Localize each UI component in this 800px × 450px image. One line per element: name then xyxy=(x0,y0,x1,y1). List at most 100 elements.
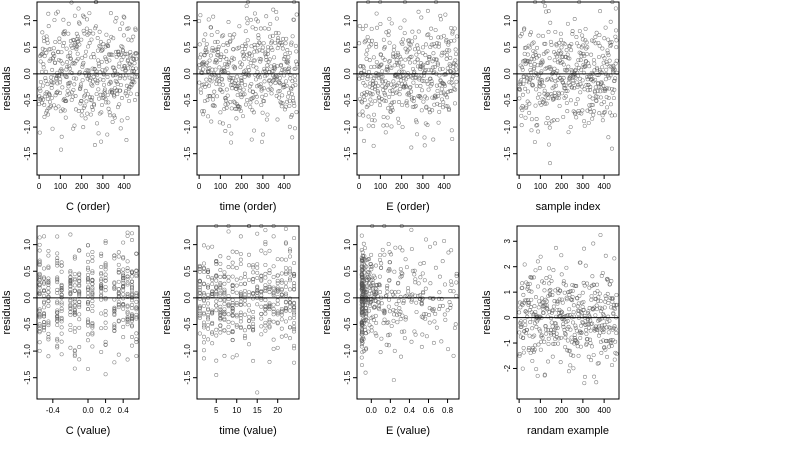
data-point xyxy=(263,289,268,294)
data-point xyxy=(546,142,551,147)
data-point xyxy=(112,360,117,365)
data-point xyxy=(582,123,587,128)
plot-frame xyxy=(196,1,300,176)
data-point xyxy=(42,289,47,294)
data-point xyxy=(197,304,202,309)
data-point xyxy=(538,347,543,352)
data-point xyxy=(584,46,588,51)
data-point xyxy=(446,250,451,255)
data-point xyxy=(256,33,261,38)
data-point xyxy=(453,87,458,92)
data-point xyxy=(517,96,522,101)
data-point xyxy=(453,58,458,63)
data-point xyxy=(224,49,229,54)
y-axis-title: residuals xyxy=(321,290,333,335)
data-point xyxy=(279,62,284,67)
data-point xyxy=(369,26,374,31)
data-point xyxy=(373,98,378,103)
data-point xyxy=(544,77,549,82)
data-point xyxy=(600,323,605,328)
data-point xyxy=(267,57,272,62)
data-point xyxy=(363,246,367,251)
data-point xyxy=(543,9,548,14)
data-point xyxy=(37,276,42,281)
data-point xyxy=(230,305,235,310)
data-point xyxy=(383,85,388,90)
data-point xyxy=(274,9,279,14)
data-point xyxy=(271,264,276,269)
data-point xyxy=(572,283,577,288)
data-point xyxy=(226,319,231,324)
data-point xyxy=(46,290,51,295)
data-point xyxy=(86,299,90,304)
data-point xyxy=(386,241,391,246)
data-point xyxy=(121,256,126,261)
data-point xyxy=(575,41,580,46)
data-point xyxy=(542,280,547,285)
data-point xyxy=(206,301,211,306)
data-point xyxy=(61,30,66,35)
data-point xyxy=(37,348,42,353)
data-point xyxy=(240,62,245,67)
data-point xyxy=(367,308,371,313)
data-point xyxy=(218,268,223,272)
data-point xyxy=(263,311,268,316)
data-point xyxy=(559,272,564,277)
data-point xyxy=(555,326,560,330)
data-point xyxy=(103,272,108,277)
data-point xyxy=(411,96,416,100)
data-point xyxy=(244,43,249,48)
data-point xyxy=(425,123,430,127)
data-point xyxy=(259,86,264,91)
data-point xyxy=(446,347,451,352)
data-point xyxy=(418,84,423,88)
data-point xyxy=(129,312,134,317)
data-point xyxy=(267,359,272,364)
data-point xyxy=(242,56,247,61)
data-point xyxy=(79,113,84,118)
data-point xyxy=(206,285,211,290)
data-point xyxy=(575,97,580,102)
data-point xyxy=(294,49,299,54)
data-point xyxy=(396,298,401,303)
data-point xyxy=(245,98,250,102)
data-point xyxy=(103,278,108,283)
data-point xyxy=(430,65,435,70)
y-tick-label: -1.5 xyxy=(343,370,352,384)
data-point xyxy=(103,339,108,344)
data-point xyxy=(526,347,531,352)
data-point xyxy=(401,63,406,68)
data-point xyxy=(585,281,590,286)
data-point xyxy=(201,348,206,353)
data-point xyxy=(124,51,129,56)
data-point xyxy=(108,11,113,16)
data-point xyxy=(261,86,266,91)
data-point xyxy=(259,332,264,337)
data-point xyxy=(373,263,378,268)
data-point xyxy=(37,307,42,312)
data-point xyxy=(121,255,126,260)
data-point xyxy=(222,309,227,314)
x-tick-label: 300 xyxy=(96,182,110,191)
data-point xyxy=(555,117,560,122)
data-point xyxy=(251,310,256,315)
data-point xyxy=(90,66,95,71)
data-point xyxy=(423,316,428,321)
y-tick-label: -1.0 xyxy=(23,344,32,358)
data-point xyxy=(78,82,83,87)
data-point xyxy=(405,92,410,97)
data-point xyxy=(263,52,268,57)
data-point xyxy=(279,334,284,339)
data-point xyxy=(421,289,426,294)
data-point xyxy=(517,353,522,358)
x-tick-label: 20 xyxy=(273,406,282,415)
data-point xyxy=(359,306,364,311)
data-point xyxy=(366,114,371,119)
data-point xyxy=(221,33,226,38)
data-point xyxy=(438,17,443,22)
data-point xyxy=(520,285,525,290)
data-point xyxy=(579,67,584,72)
data-point xyxy=(402,329,407,334)
data-point xyxy=(527,281,532,286)
data-point xyxy=(362,266,367,271)
